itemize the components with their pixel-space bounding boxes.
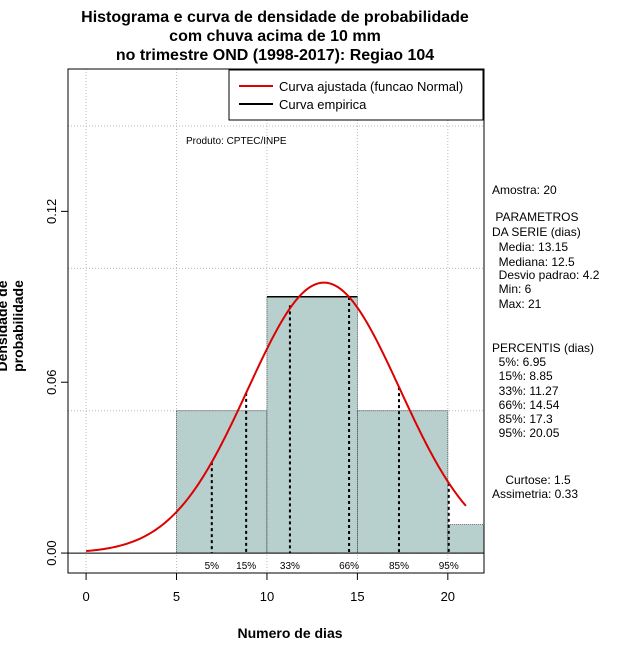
p85-text: 85%: 17.3 (492, 412, 553, 426)
mean-text: Media: 13.15 (492, 240, 569, 254)
normal-fit-curve (86, 281, 467, 553)
percentile-label-85: 85% (389, 561, 409, 572)
percentile-label-15: 15% (236, 561, 256, 572)
percentile-label-5: 5% (205, 561, 220, 572)
histogram-bar-4 (447, 524, 484, 554)
legend-box (228, 69, 484, 121)
percentile-label-95: 95% (439, 561, 459, 572)
x-tick-label: 20 (441, 589, 455, 604)
y-tick-label: 0.06 (44, 370, 59, 395)
x-tick-label: 0 (82, 589, 89, 604)
percentile-label-66: 66% (339, 561, 359, 572)
p33-text: 33%: 11.27 (492, 384, 559, 398)
percentile-label-33: 33% (280, 561, 300, 572)
legend-empirical-label: Curva empirica (279, 97, 367, 112)
skewness-text: Assimetria: 0.33 (492, 487, 579, 501)
y-axis-label: Densidade de probabilidade (0, 280, 26, 372)
min-text: Min: 6 (492, 282, 532, 296)
p5-text: 5%: 6.95 (492, 355, 547, 369)
histogram-bar-1 (176, 410, 268, 554)
parameters-subtitle: DA SERIE (dias) (492, 225, 581, 239)
chart-title-line-2: com chuva acima de 10 mm (169, 28, 381, 45)
std-dev-text: Desvio padrao: 4.2 (492, 268, 600, 282)
x-tick-label: 10 (260, 589, 274, 604)
max-text: Max: 21 (492, 297, 542, 311)
parameters-title: PARAMETROS (492, 210, 579, 224)
chart-title-line-1: Histograma e curva de densidade de proba… (81, 9, 469, 26)
x-tick-label: 15 (350, 589, 364, 604)
sample-size-text: Amostra: 20 (492, 183, 557, 197)
histogram-bar-3 (356, 410, 449, 554)
x-tick-label: 5 (173, 589, 180, 604)
product-annotation: Produto: CPTEC/INPE (186, 136, 287, 147)
x-axis-label: Numero de dias (237, 625, 343, 641)
median-text: Mediana: 12.5 (492, 255, 575, 269)
y-tick-label: 0.12 (44, 199, 59, 224)
p66-text: 66%: 14.54 (492, 398, 560, 412)
kurtosis-text: Curtose: 1.5 (492, 473, 571, 487)
chart-title-line-3: no trimestre OND (1998-2017): Regiao 104 (115, 47, 435, 64)
percentiles-title: PERCENTIS (dias) (492, 341, 595, 355)
legend-normal-label: Curva ajustada (funcao Normal) (279, 79, 463, 94)
plot-border (67, 68, 485, 574)
y-tick-label: 0.00 (44, 540, 59, 565)
p95-text: 95%: 20.05 (492, 426, 560, 440)
p15-text: 15%: 8.85 (492, 369, 553, 383)
histogram-bar-2 (266, 296, 358, 554)
